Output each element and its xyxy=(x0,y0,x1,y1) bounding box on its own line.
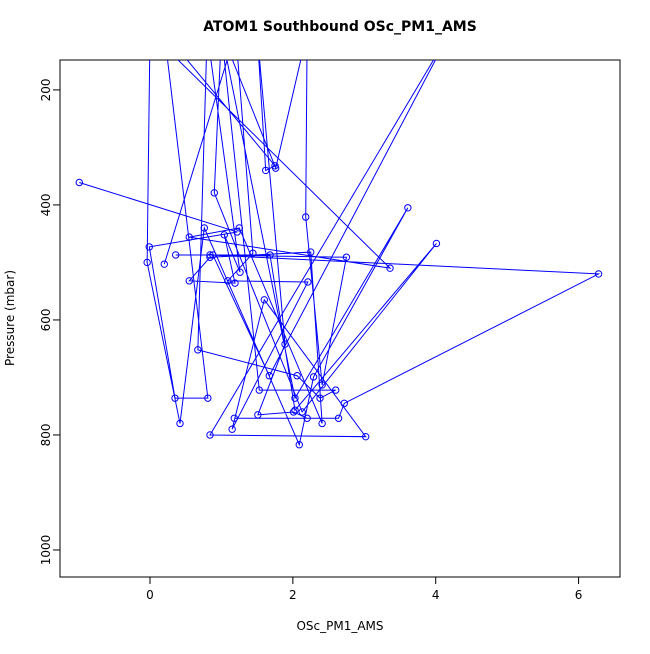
data-point xyxy=(231,279,239,287)
data-point xyxy=(185,233,193,241)
data-point xyxy=(185,277,193,285)
data-point xyxy=(265,372,273,380)
data-point xyxy=(235,224,243,232)
plot-area xyxy=(75,60,603,449)
data-point xyxy=(404,204,412,212)
data-point xyxy=(594,270,603,278)
data-point xyxy=(289,408,298,416)
data-point xyxy=(342,253,351,261)
chart-title: ATOM1 Southbound OSc_PM1_AMS xyxy=(203,19,477,35)
x-tick-label: 2 xyxy=(289,588,297,602)
data-point xyxy=(228,425,236,433)
data-point xyxy=(143,258,151,267)
data-point xyxy=(224,277,232,285)
data-point xyxy=(281,340,289,348)
data-point xyxy=(220,231,228,239)
y-tick-label: 200 xyxy=(39,78,53,101)
data-point xyxy=(209,251,217,259)
data-point xyxy=(206,251,214,259)
data-point xyxy=(291,406,299,414)
data-point xyxy=(334,414,343,422)
data-point xyxy=(75,178,83,187)
y-tick-label: 1000 xyxy=(39,535,53,566)
data-point xyxy=(206,431,214,439)
data-point xyxy=(432,239,441,248)
data-point xyxy=(266,251,274,259)
data-point xyxy=(302,213,310,221)
data-point xyxy=(249,249,257,257)
data-point xyxy=(318,419,326,428)
x-tick-label: 4 xyxy=(432,588,440,602)
y-tick-label: 400 xyxy=(39,193,53,216)
data-point xyxy=(340,399,348,408)
y-tick-label: 800 xyxy=(39,424,53,447)
data-point xyxy=(291,394,299,402)
data-point xyxy=(204,394,212,402)
data-point xyxy=(176,419,184,428)
data-point xyxy=(230,414,238,422)
data-point xyxy=(260,296,268,304)
data-point xyxy=(171,394,179,402)
data-point xyxy=(172,251,180,259)
data-point xyxy=(298,408,306,416)
data-point xyxy=(254,411,262,419)
data-point xyxy=(233,228,241,236)
data-point xyxy=(295,441,303,449)
data-point xyxy=(304,278,312,286)
data-point xyxy=(318,381,326,389)
data-point xyxy=(309,373,318,381)
data-point xyxy=(332,386,340,394)
data-point xyxy=(194,346,202,354)
data-point xyxy=(316,394,324,402)
data-point xyxy=(293,372,301,380)
data-point xyxy=(362,432,370,441)
data-point xyxy=(307,248,315,256)
data-point xyxy=(145,243,153,251)
data-point xyxy=(210,189,218,197)
y-axis-label: Pressure (mbar) xyxy=(3,270,17,366)
data-point xyxy=(255,386,263,394)
x-tick-label: 6 xyxy=(575,588,583,602)
data-point xyxy=(200,224,208,232)
x-tick-label: 0 xyxy=(146,588,154,602)
data-point xyxy=(303,414,311,422)
data-point xyxy=(272,164,280,172)
data-point xyxy=(386,264,394,272)
y-tick-label: 600 xyxy=(39,308,53,331)
data-point xyxy=(236,268,244,276)
data-point xyxy=(262,166,270,175)
x-axis-label: OSc_PM1_AMS xyxy=(296,619,383,633)
data-point xyxy=(160,260,168,268)
